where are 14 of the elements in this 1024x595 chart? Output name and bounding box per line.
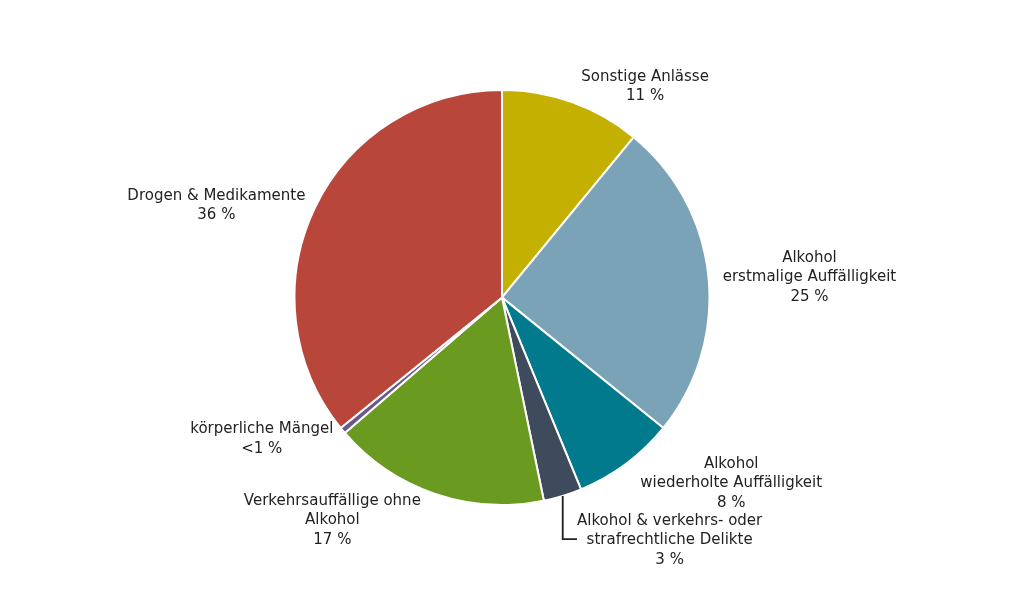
- slice-label: Alkohol erstmalige Auffälligkeit: [722, 247, 897, 286]
- data-label: 25 %: [790, 286, 829, 305]
- slice-label: körperliche Mängel: [190, 419, 334, 438]
- data-label: 36 %: [197, 205, 236, 224]
- slice-label: Drogen & Medikamente: [127, 185, 306, 204]
- data-label: 17 %: [313, 529, 352, 548]
- slice-label: Alkohol wiederholte Auffälligkeit: [640, 453, 823, 492]
- data-label: <1 %: [241, 438, 283, 457]
- slice-label: Verkehrsauffällige ohne Alkohol: [243, 490, 421, 529]
- data-label: 11 %: [626, 86, 665, 105]
- data-label: 3 %: [655, 549, 684, 568]
- slice-label: Sonstige Anlässe: [581, 66, 709, 85]
- slice-label: Alkohol & verkehrs- oder strafrechtliche Delikte: [576, 510, 764, 549]
- data-label: 8 %: [716, 492, 746, 511]
